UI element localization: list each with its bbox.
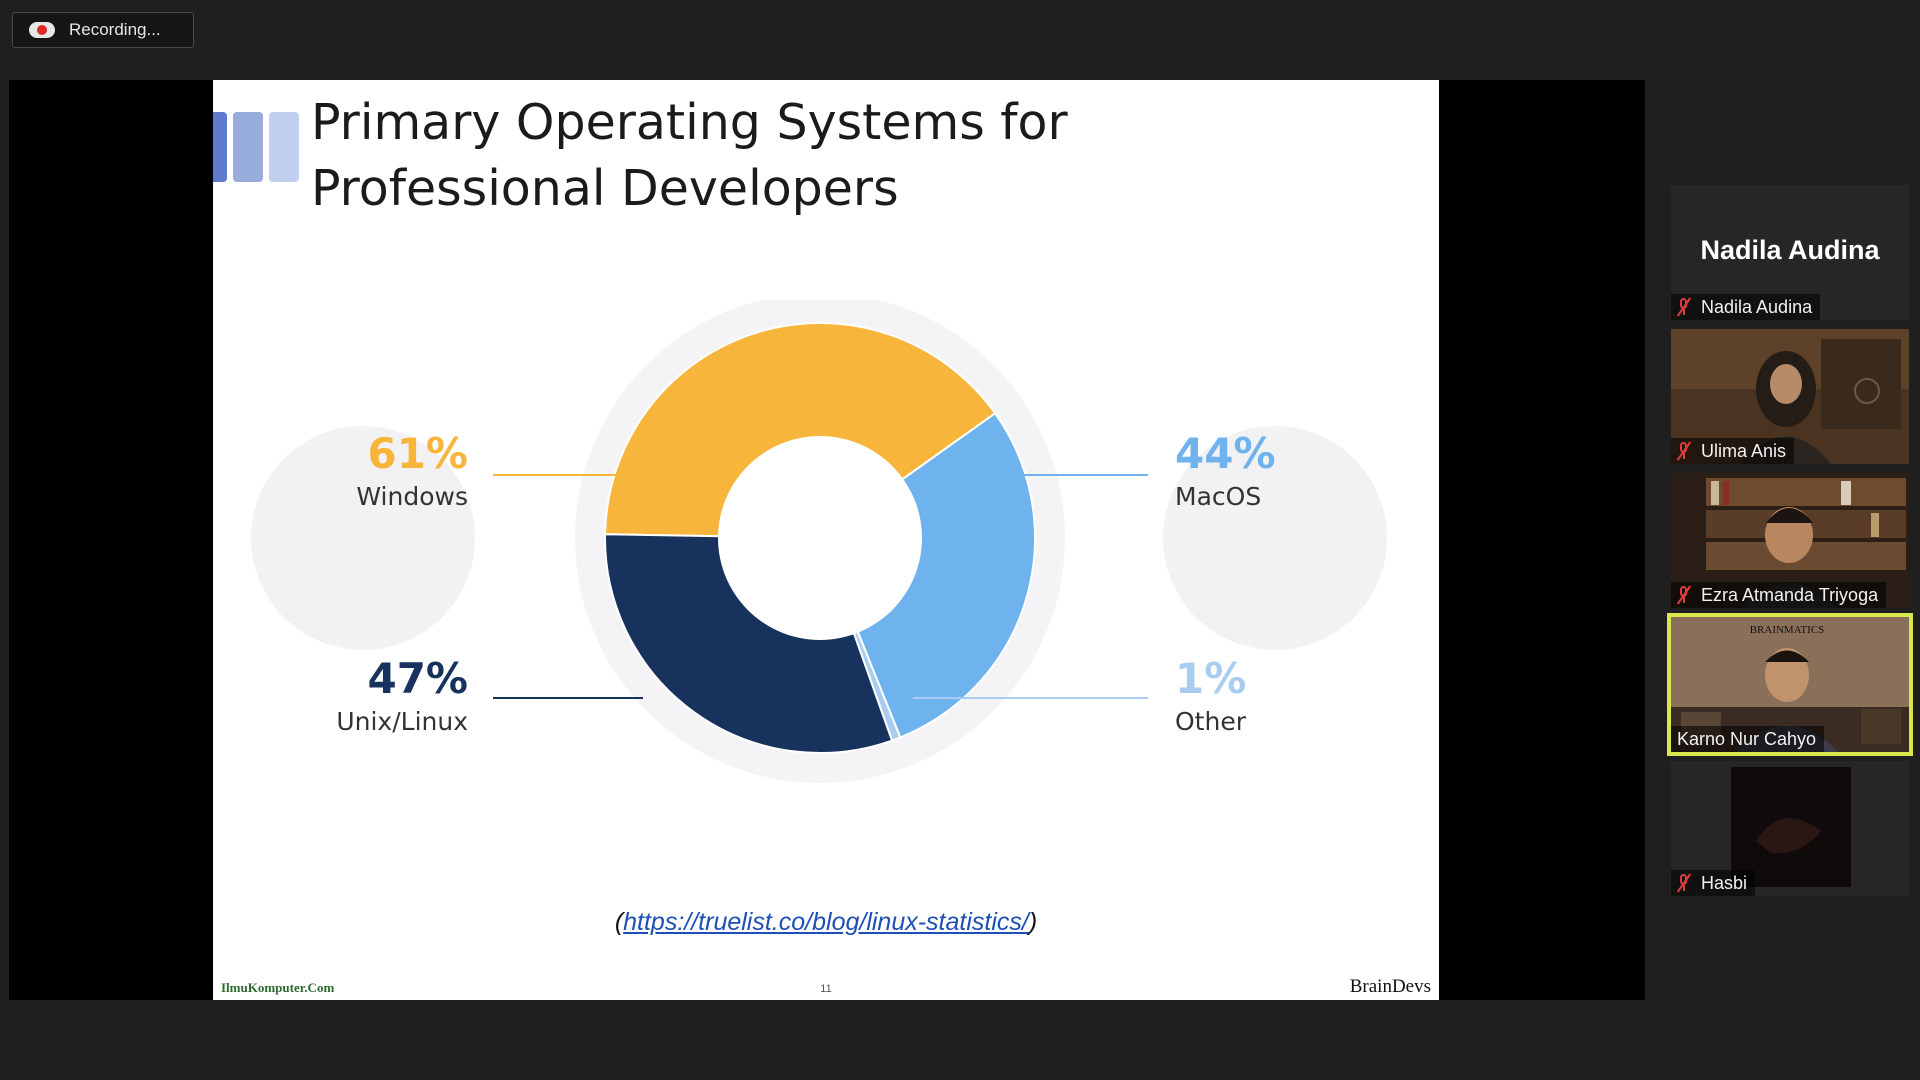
participant-name-bar: Ulima Anis [1671,438,1795,464]
value-label-macos: 44% [1175,429,1276,478]
label-backdrop-left [251,426,475,650]
participant-name: Ezra Atmanda Triyoga [1701,584,1879,605]
participant-name-bar: Nadila Audina [1671,294,1821,320]
participant-name-bar: Hasbi [1671,870,1756,896]
background-brand-text: BRAINMATICS [1750,624,1825,636]
title-decoration-bar [233,112,263,182]
footer-logo-braindevs: BrainDevs [1349,976,1431,997]
title-decoration-bar [269,112,299,182]
value-label-unix: 47% [367,654,468,703]
mic-muted-icon [1676,297,1692,317]
participant-tile-ezra[interactable]: Ezra Atmanda Triyoga [1671,473,1909,608]
value-label-windows: 61% [367,429,468,478]
mic-muted-icon [1676,441,1692,461]
presentation-slide: Primary Operating Systems for Profession… [213,80,1439,1000]
participant-tile-karno[interactable]: BRAINMATICS Karno Nur Cahyo [1667,613,1913,756]
recording-indicator[interactable]: Recording... [12,12,194,48]
source-open-paren: ( [614,908,624,936]
slide-title: Primary Operating Systems for Profession… [311,90,1311,222]
participant-name: Nadila Audina [1701,296,1813,317]
donut-slice-macos [818,411,1036,739]
donut-chart: 61% Windows 47% Unix/Linux 44% MacOS 1% … [251,300,1387,783]
value-label-other: 1% [1175,654,1246,703]
donut-hole [718,436,922,640]
slide-title-line-2: Professional Developers [311,160,899,217]
slide-page-number: 11 [820,983,832,995]
participant-display-name: Nadila Audina [1700,235,1880,265]
participant-name-bar: Karno Nur Cahyo [1671,726,1825,752]
category-label-windows: Windows [356,482,468,511]
footer-logo-ilmukomputer: IlmuKomputer.Com [221,980,335,995]
participant-name: Ulima Anis [1701,440,1787,461]
participant-tile-nadila[interactable]: Nadila Audina Nadila Audina [1671,185,1909,320]
participant-tile-hasbi[interactable]: Hasbi [1671,761,1909,896]
donut-slice-windows [604,322,997,540]
slide-title-line-1: Primary Operating Systems for [311,94,1068,151]
recording-label: Recording... [69,20,161,39]
source-citation: (https://truelist.co/blog/linux-statisti… [213,908,1439,937]
participant-name: Hasbi [1701,872,1748,893]
label-backdrop-right [1163,426,1387,650]
shared-screen[interactable]: Primary Operating Systems for Profession… [9,80,1645,1000]
source-link[interactable]: https://truelist.co/blog/linux-statistic… [623,908,1029,936]
category-label-other: Other [1175,707,1247,736]
participant-name-bar: Ezra Atmanda Triyoga [1671,582,1887,608]
participant-tile-ulima[interactable]: Ulima Anis [1671,329,1909,464]
title-decoration-bar [213,112,227,182]
participant-name: Karno Nur Cahyo [1677,728,1817,749]
source-close-paren: ) [1028,908,1038,936]
category-label-macos: MacOS [1175,482,1261,511]
category-label-unix: Unix/Linux [336,707,468,736]
mic-muted-icon [1676,585,1692,605]
cloud-record-icon [29,20,55,40]
mic-muted-icon [1676,873,1692,893]
